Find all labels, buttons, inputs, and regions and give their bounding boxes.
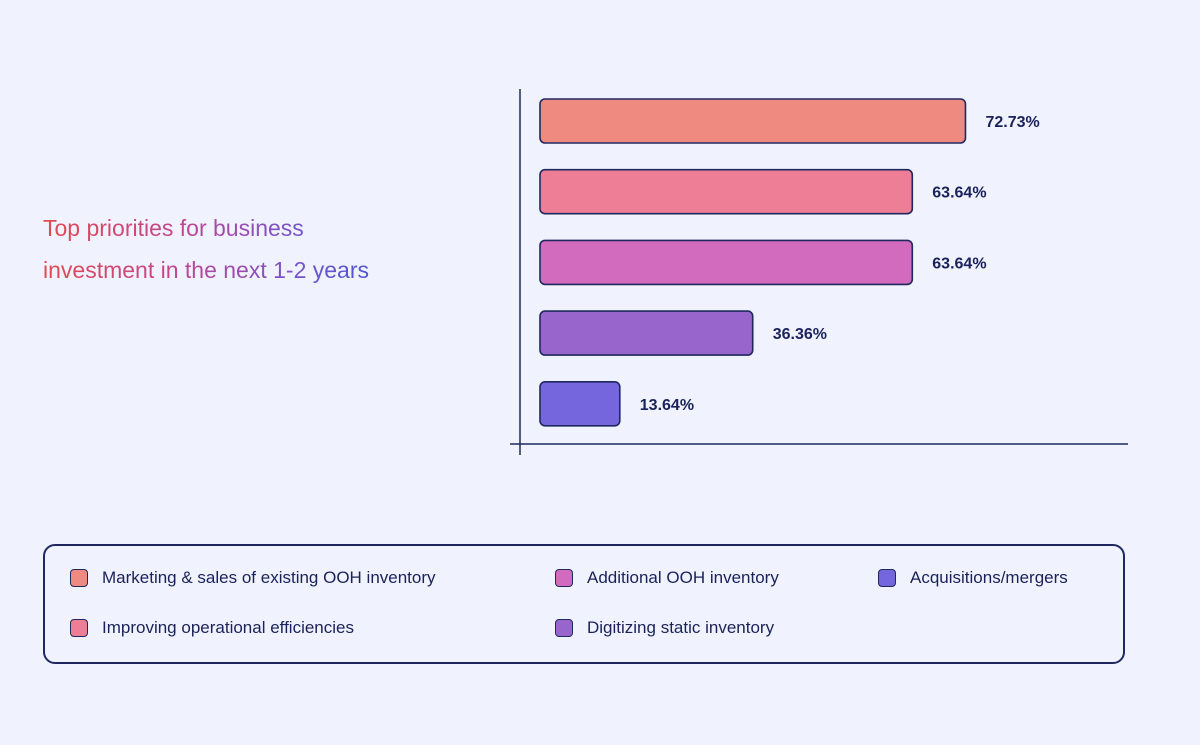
legend-swatch [878, 569, 896, 587]
legend: Marketing & sales of existing OOH invent… [43, 544, 1125, 664]
bar-acquisitions-mergers [539, 380, 621, 427]
legend-item-additional-ooh: Additional OOH inventory [555, 568, 779, 588]
legend-item-acquisitions-mergers: Acquisitions/mergers [878, 568, 1068, 588]
bar-improving-operational-efficiencies [539, 168, 914, 215]
legend-label: Improving operational efficiencies [102, 618, 354, 637]
legend-item-digitizing-static: Digitizing static inventory [555, 618, 774, 638]
bar-value-label: 13.64% [640, 397, 694, 414]
legend-label: Digitizing static inventory [587, 618, 775, 637]
bar-value-label: 63.64% [932, 185, 986, 202]
legend-item-marketing-sales: Marketing & sales of existing OOH invent… [70, 568, 436, 588]
bar-additional-ooh-inventory [539, 239, 914, 286]
legend-swatch [70, 569, 88, 587]
legend-swatch [70, 619, 88, 637]
legend-item-operational-efficiencies: Improving operational efficiencies [70, 618, 354, 638]
bar-value-label: 72.73% [985, 114, 1039, 131]
legend-label: Marketing & sales of existing OOH invent… [102, 568, 436, 587]
bar-marketing-sales-of-existing-ooh-inventory [539, 98, 967, 144]
legend-swatch [555, 619, 573, 637]
bars-group: 72.73% 63.64% 63.64% 36.36% 13.64% [539, 98, 1040, 427]
bar-value-label: 36.36% [773, 326, 827, 343]
legend-swatch [555, 569, 573, 587]
legend-label: Acquisitions/mergers [910, 568, 1068, 587]
bar-digitizing-static-inventory [539, 310, 754, 356]
bar-value-label: 63.64% [932, 255, 986, 272]
legend-label: Additional OOH inventory [587, 568, 779, 587]
